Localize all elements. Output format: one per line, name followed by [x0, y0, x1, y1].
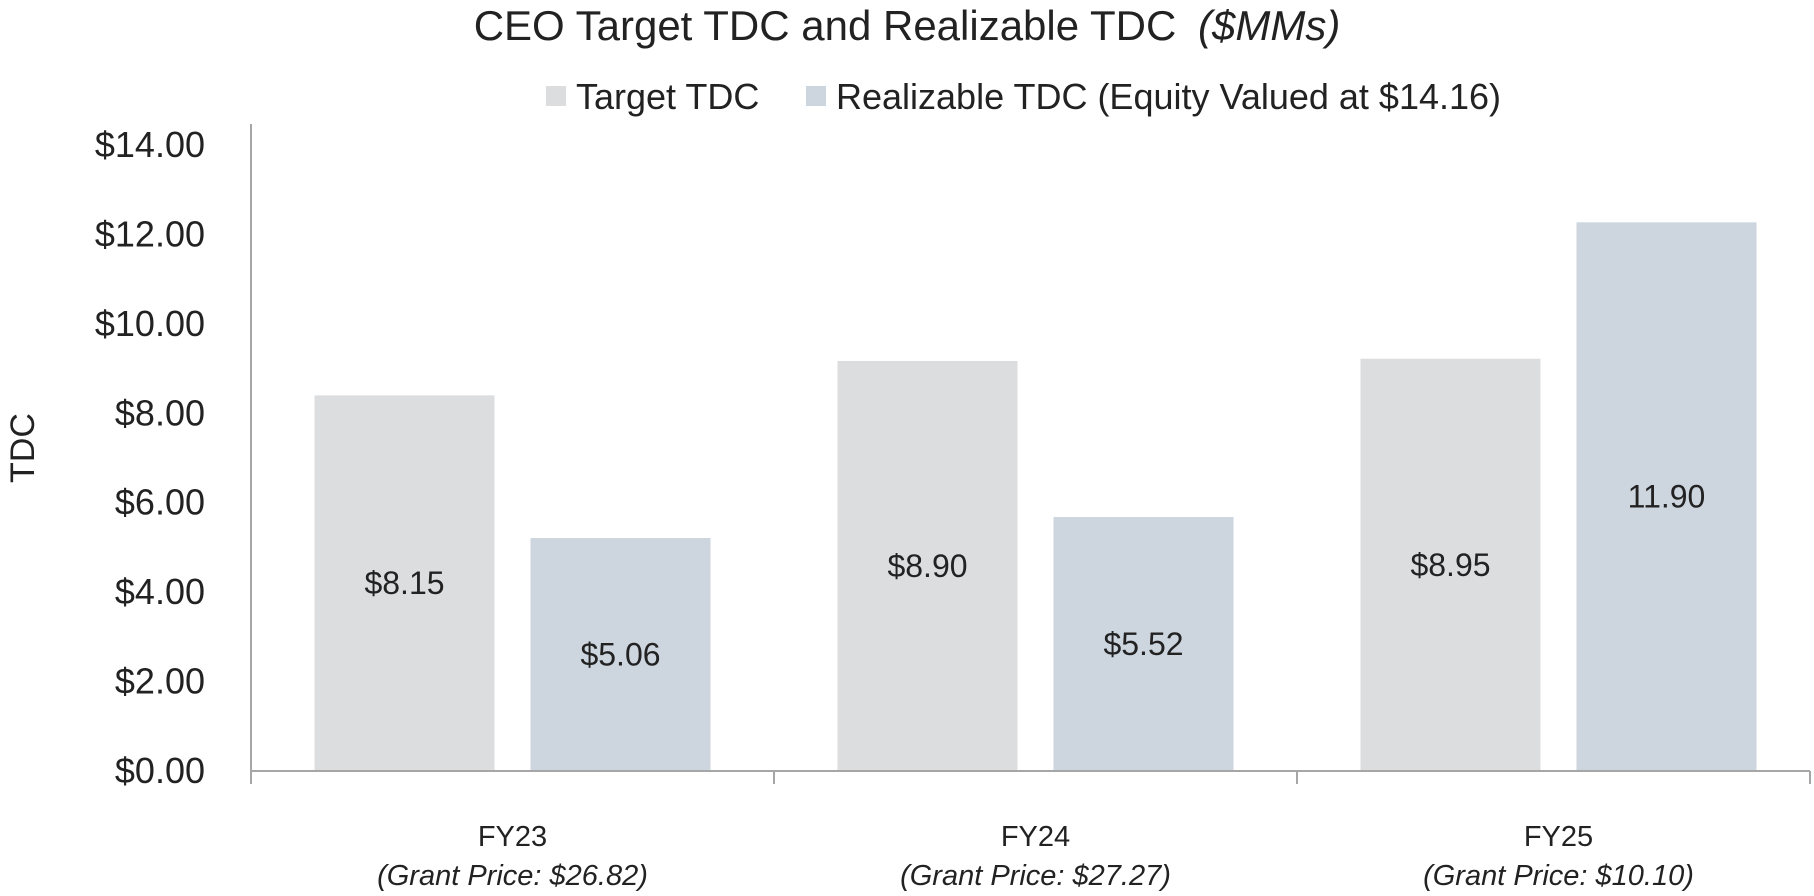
bar-target-fy25: [1360, 358, 1541, 771]
y-axis: $0.00 $2.00 $4.00 $6.00 $8.00 $10.00 $12.00 $14…: [95, 124, 252, 791]
y-tick-label: $0.00: [115, 750, 205, 791]
x-tick-label: FY24: [1001, 821, 1070, 853]
legend-label-realizable-tdc: Realizable TDC (Equity Valued at $14.16): [836, 76, 1501, 117]
legend-label-target-tdc: Target TDC: [576, 76, 759, 117]
data-label: $8.15: [364, 565, 444, 601]
bar-realizable-fy23: [530, 538, 711, 771]
chart-title-main: CEO Target TDC and Realizable TDC: [474, 2, 1177, 49]
y-axis-title: TDC: [4, 413, 42, 483]
y-tick-label: $4.00: [115, 571, 205, 612]
chart-title: CEO Target TDC and Realizable TDC ($MMs): [474, 2, 1341, 49]
bar-realizable-fy25: [1576, 222, 1757, 771]
data-label: $8.90: [887, 548, 967, 584]
y-tick-label: $12.00: [95, 213, 205, 254]
data-label: $5.06: [580, 637, 660, 673]
legend-swatch-realizable-tdc: [806, 86, 826, 106]
chart-legend: Target TDC Realizable TDC (Equity Valued…: [546, 76, 1501, 117]
y-tick-label: $14.00: [95, 124, 205, 165]
x-tick-label: FY23: [478, 821, 547, 853]
data-label: 11.90: [1628, 479, 1706, 515]
data-label: $8.95: [1410, 547, 1490, 583]
x-tick-sublabel: (Grant Price: $27.27): [900, 860, 1171, 892]
bar-target-fy23: [314, 395, 495, 771]
x-tick-sublabel: (Grant Price: $10.10): [1423, 860, 1694, 892]
y-tick-label: $6.00: [115, 482, 205, 523]
x-tick-sublabel: (Grant Price: $26.82): [377, 860, 648, 892]
legend-swatch-target-tdc: [546, 86, 566, 106]
bar-target-fy24: [837, 360, 1018, 771]
data-label: $5.52: [1103, 626, 1183, 662]
y-tick-label: $8.00: [115, 392, 205, 433]
bars: $8.15 $5.06 $8.90 $5.52 $8.95 11.90: [314, 222, 1757, 771]
x-tick-label: FY25: [1524, 821, 1593, 853]
y-tick-label: $10.00: [95, 303, 205, 344]
chart-title-units: ($MMs): [1198, 2, 1340, 49]
y-tick-label: $2.00: [115, 661, 205, 702]
bar-realizable-fy24: [1053, 517, 1234, 771]
x-axis: FY23 (Grant Price: $26.82) FY24 (Grant Pric…: [250, 770, 1811, 892]
